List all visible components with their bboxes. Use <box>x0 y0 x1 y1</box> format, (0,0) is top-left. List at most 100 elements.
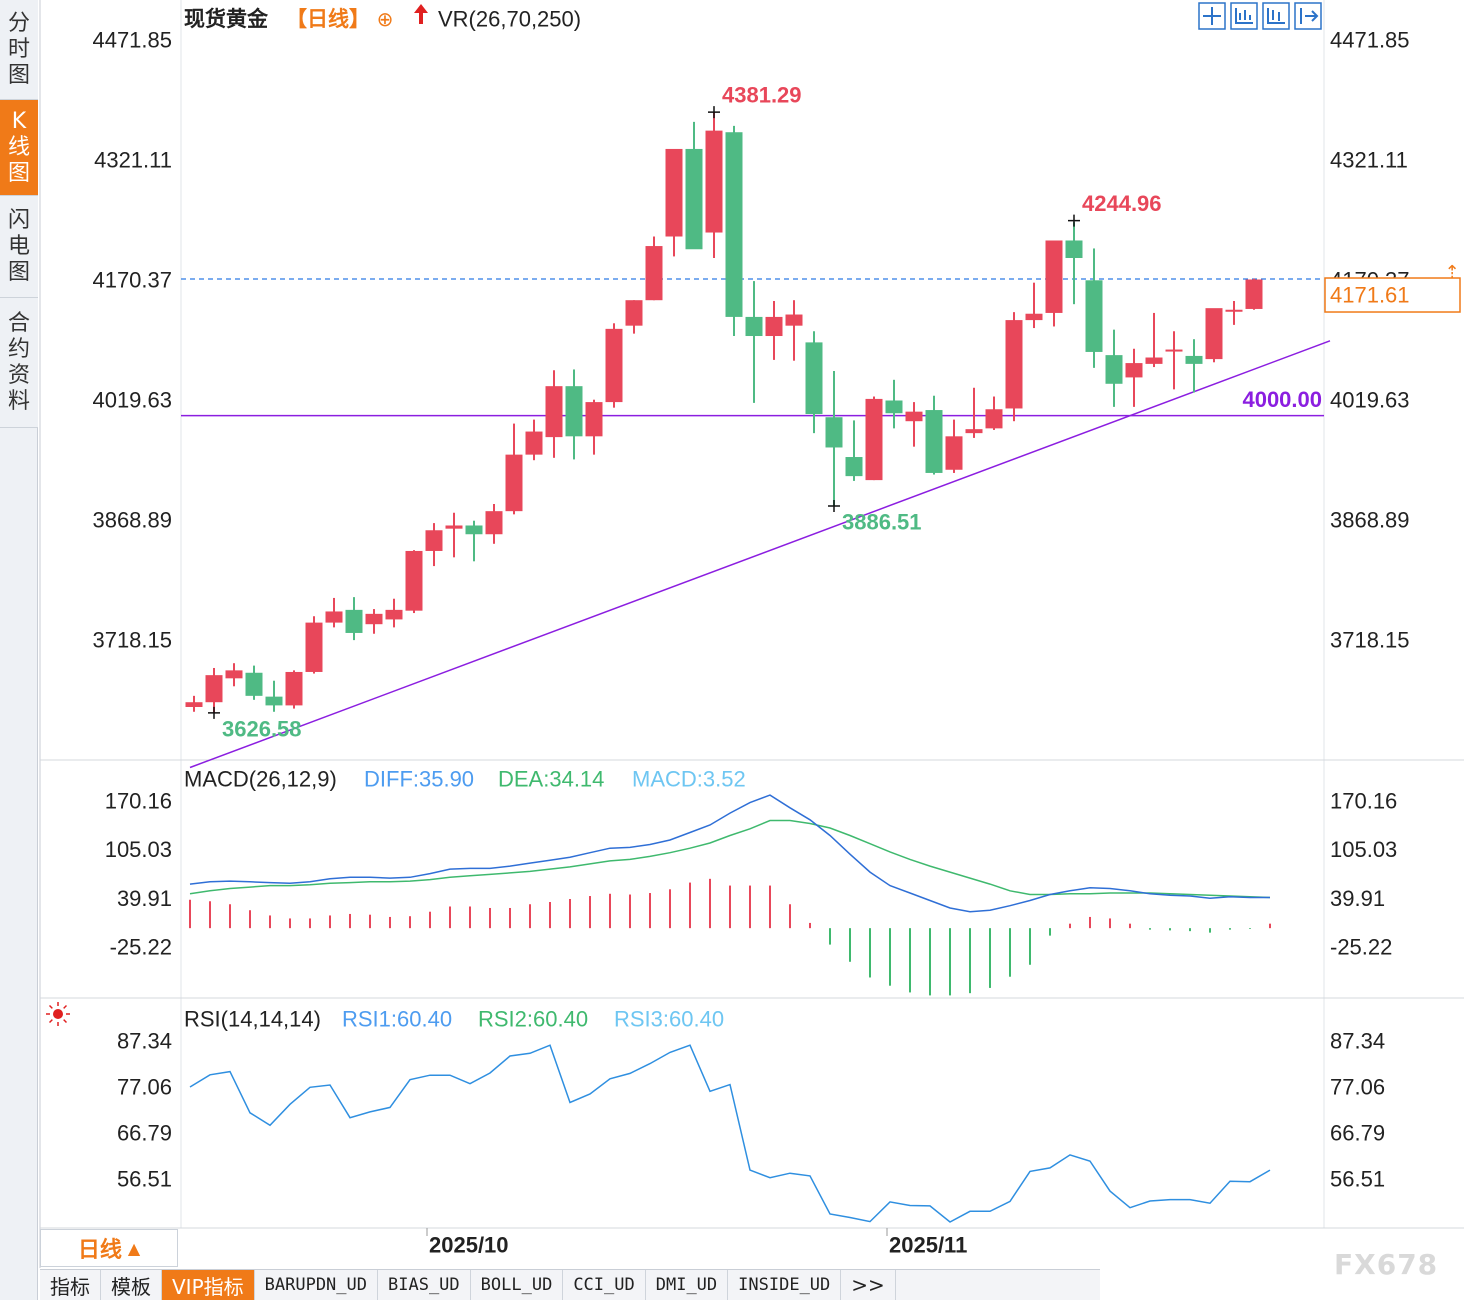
sidebar-tab-3[interactable]: 合约资料 <box>0 298 38 428</box>
fullscreen-icon[interactable] <box>1294 2 1322 30</box>
indicator-tab-8[interactable]: INSIDE_UD <box>728 1270 842 1300</box>
last-price-value: 4171.61 <box>1330 283 1410 308</box>
rsi-y-tick-right: 87.34 <box>1330 1029 1385 1054</box>
x-axis-label: 2025/10 <box>429 1233 509 1258</box>
tool-icon-glyph <box>1300 8 1319 24</box>
settings-icon-ray <box>63 1004 68 1009</box>
indicator-tab-7[interactable]: DMI_UD <box>646 1270 729 1300</box>
indicator-tab-1[interactable]: 模板 <box>101 1270 162 1300</box>
tool-icon-frame <box>1262 2 1290 30</box>
macd-legend-item: MACD:3.52 <box>632 767 746 792</box>
period-tag: 【日线】 <box>286 7 370 31</box>
candle-body <box>345 609 363 633</box>
sidebar-tab-2[interactable]: 闪电图 <box>0 196 38 298</box>
candle-body <box>305 622 323 672</box>
diff-line <box>189 794 1270 913</box>
candle-body <box>325 611 343 623</box>
rsi-y-tick-left: 66.79 <box>117 1120 172 1145</box>
rsi-y-tick-left: 56.51 <box>117 1167 172 1192</box>
symbol-title: 现货黄金 <box>184 7 269 31</box>
indicator-tab-2[interactable]: VIP指标 <box>162 1270 255 1300</box>
sidebar-tab-label: K线图 <box>7 108 30 186</box>
candle-body <box>245 672 263 696</box>
sidebar-tab-0[interactable]: 分时图 <box>0 0 38 100</box>
horizontal-line-label: 4000.00 <box>1242 387 1322 412</box>
candle-body <box>845 457 863 477</box>
sidebar-tab-label: 闪电图 <box>7 207 30 285</box>
rsi-legend-item: RSI3:60.40 <box>614 1007 724 1032</box>
candle-body <box>705 130 723 233</box>
candle-body <box>1125 363 1143 378</box>
candle-body <box>1005 320 1023 409</box>
candle-body <box>1185 355 1203 364</box>
period-label: 日线 <box>77 1238 122 1263</box>
candle-body <box>1065 240 1083 259</box>
tool-icon-glyph <box>1203 7 1221 25</box>
rsi-legend-item: RSI1:60.40 <box>342 1007 452 1032</box>
candle-body <box>1165 349 1183 352</box>
sidebar-tab-1[interactable]: K线图 <box>0 100 38 196</box>
indicator-tab-6[interactable]: CCI_UD <box>563 1270 646 1300</box>
macd-title: MACD(26,12,9) <box>184 767 337 792</box>
settings-icon-ray <box>48 1004 53 1009</box>
candle-body <box>905 411 923 422</box>
sidebar-tab-label: 合约资料 <box>7 310 30 414</box>
macd-legend-item: DIFF:35.90 <box>364 767 474 792</box>
vr-arrow-icon <box>414 4 428 24</box>
watermark: FX678 <box>1334 1248 1439 1281</box>
macd-y-tick-left: 105.03 <box>105 837 172 862</box>
candle-chart-icon[interactable] <box>1262 2 1290 30</box>
indicator-settings-icon[interactable] <box>46 1002 70 1026</box>
candle-body <box>225 670 243 679</box>
indicator-title: VR(26,70,250) <box>438 7 581 32</box>
candle-body <box>405 550 423 611</box>
candle-body <box>545 386 563 438</box>
extreme-marker <box>208 706 220 719</box>
price-y-tick-left: 3868.89 <box>92 508 172 533</box>
price-y-tick-right: 3718.15 <box>1330 628 1410 653</box>
candle-body <box>1085 280 1103 352</box>
trendline <box>189 340 1331 769</box>
candle-body <box>1245 279 1263 309</box>
candle-body <box>385 609 403 620</box>
period-select-button[interactable]: 日线 ▲ <box>40 1229 178 1267</box>
candle-body <box>725 132 743 317</box>
indicator-tab-3[interactable]: BARUPDN_UD <box>255 1270 378 1300</box>
rsi-y-tick-left: 77.06 <box>117 1075 172 1100</box>
bar-chart-icon[interactable] <box>1230 2 1258 30</box>
candle-body <box>925 410 943 473</box>
candle-body <box>505 454 523 512</box>
candle-body <box>585 402 603 437</box>
indicator-tab-4[interactable]: BIAS_UD <box>378 1270 471 1300</box>
indicator-tab-9[interactable]: >> <box>841 1270 896 1300</box>
macd-y-tick-left: -25.22 <box>110 935 172 960</box>
settings-icon-core <box>53 1009 63 1019</box>
price-y-tick-right: 4471.85 <box>1330 28 1410 53</box>
macd-y-tick-right: 170.16 <box>1330 789 1397 814</box>
candle-body <box>625 300 643 326</box>
macd-y-tick-left: 39.91 <box>117 886 172 911</box>
candle-body <box>1205 308 1223 360</box>
indicator-tab-0[interactable]: 指标 <box>40 1270 101 1300</box>
compare-icon: ⊕ <box>377 9 394 31</box>
candle-body <box>785 314 803 326</box>
candle-body <box>1025 313 1043 321</box>
candle-body <box>445 525 463 529</box>
candle-body <box>365 613 383 625</box>
indicator-tab-5[interactable]: BOLL_UD <box>471 1270 564 1300</box>
low-price-label: 3626.58 <box>222 716 302 741</box>
caret-up-icon: ▲ <box>127 1238 141 1258</box>
macd-y-tick-right: 105.03 <box>1330 837 1397 862</box>
candle-body <box>565 386 583 437</box>
candle-body <box>205 675 223 703</box>
last-price-tag <box>1324 277 1461 313</box>
candle-body <box>745 316 763 337</box>
candle-body <box>885 400 903 414</box>
crosshair-icon[interactable] <box>1198 2 1226 30</box>
last-price-arrow-icon: ⇡ <box>1444 262 1459 282</box>
extreme-marker <box>708 106 720 119</box>
rsi-title: RSI(14,14,14) <box>184 1007 321 1032</box>
tool-icon-glyph <box>1235 8 1253 24</box>
price-y-tick-right: 3868.89 <box>1330 508 1410 533</box>
candle-body <box>965 429 983 434</box>
